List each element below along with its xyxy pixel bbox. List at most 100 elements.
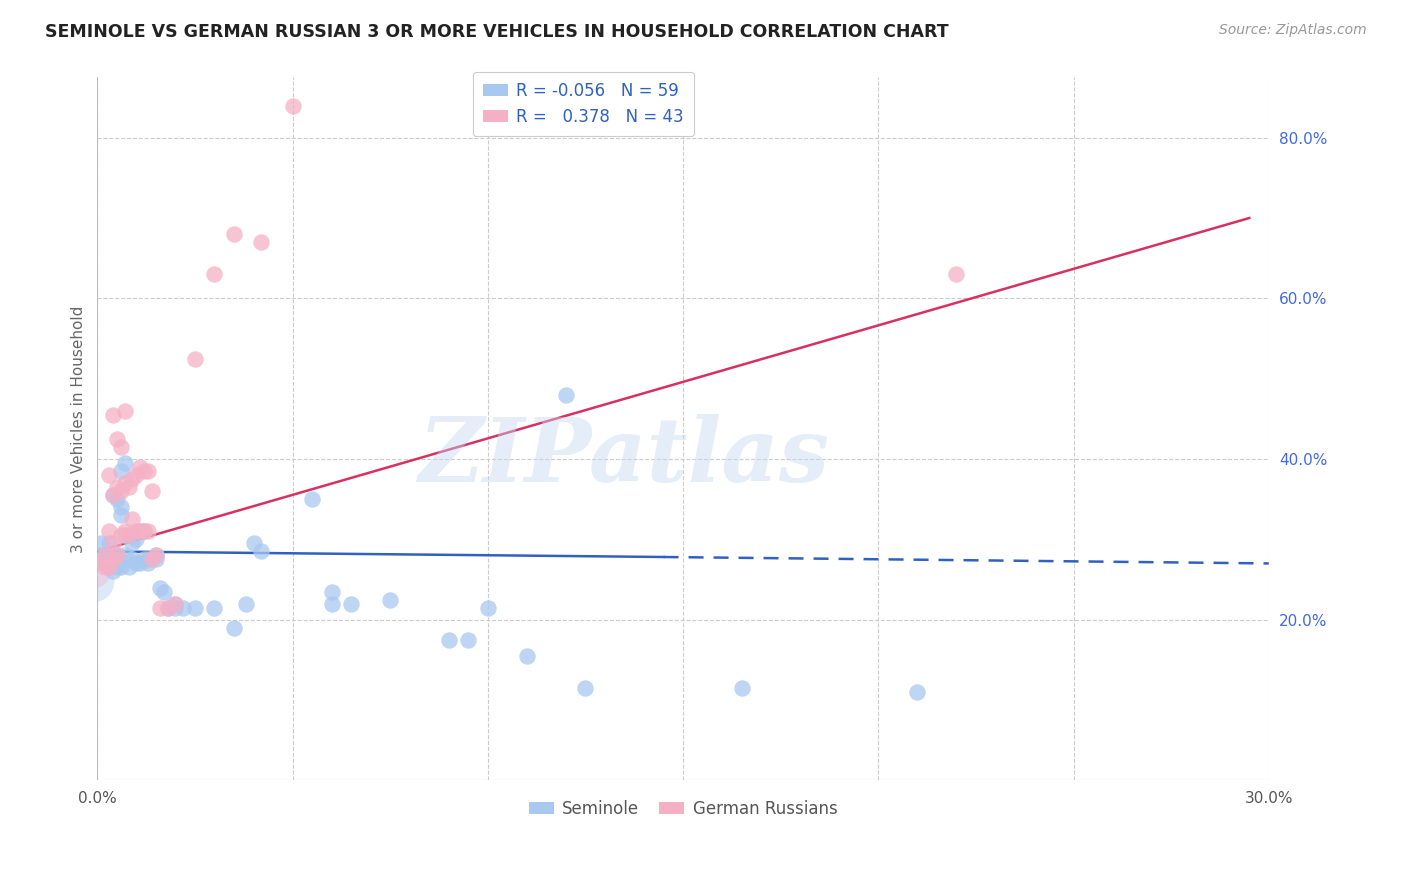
Point	[121, 552, 143, 566]
Text: ZIPatlas: ZIPatlas	[419, 414, 830, 500]
Point	[145, 549, 167, 563]
Point	[574, 681, 596, 695]
Point	[477, 600, 499, 615]
Point	[250, 544, 273, 558]
Point	[105, 549, 128, 563]
Point	[114, 456, 136, 470]
Point	[98, 536, 121, 550]
Point	[321, 597, 343, 611]
Point	[149, 600, 172, 615]
Point	[136, 464, 159, 478]
Point	[156, 600, 179, 615]
Point	[114, 404, 136, 418]
Point	[301, 492, 323, 507]
Point	[94, 560, 117, 574]
Point	[165, 597, 187, 611]
Point	[121, 536, 143, 550]
Point	[105, 492, 128, 507]
Legend: Seminole, German Russians: Seminole, German Russians	[522, 793, 844, 825]
Point	[134, 524, 156, 539]
Point	[105, 560, 128, 574]
Point	[165, 597, 187, 611]
Point	[129, 524, 152, 539]
Point	[204, 600, 226, 615]
Point	[114, 528, 136, 542]
Point	[340, 597, 363, 611]
Y-axis label: 3 or more Vehicles in Household: 3 or more Vehicles in Household	[72, 305, 86, 552]
Point	[380, 592, 402, 607]
Point	[114, 524, 136, 539]
Point	[117, 528, 139, 542]
Point	[129, 557, 152, 571]
Point	[117, 480, 139, 494]
Point	[114, 549, 136, 563]
Point	[90, 536, 112, 550]
Point	[117, 528, 139, 542]
Point	[145, 549, 167, 563]
Point	[98, 560, 121, 574]
Point	[222, 621, 245, 635]
Point	[136, 524, 159, 539]
Point	[235, 597, 257, 611]
Point	[94, 557, 117, 571]
Point	[730, 681, 752, 695]
Point	[134, 552, 156, 566]
Point	[945, 267, 967, 281]
Point	[110, 528, 132, 542]
Point	[125, 468, 148, 483]
Point	[101, 565, 124, 579]
Point	[101, 488, 124, 502]
Point	[110, 440, 132, 454]
Point	[101, 536, 124, 550]
Point	[101, 552, 124, 566]
Point	[156, 600, 179, 615]
Point	[98, 552, 121, 566]
Point	[516, 648, 538, 663]
Point	[152, 584, 174, 599]
Point	[117, 560, 139, 574]
Point	[101, 488, 124, 502]
Point	[129, 524, 152, 539]
Point	[98, 560, 121, 574]
Point	[281, 98, 304, 112]
Point	[165, 600, 187, 615]
Point	[125, 557, 148, 571]
Point	[110, 508, 132, 523]
Point	[321, 584, 343, 599]
Point	[101, 552, 124, 566]
Text: Source: ZipAtlas.com: Source: ZipAtlas.com	[1219, 23, 1367, 37]
Point	[129, 460, 152, 475]
Point	[141, 484, 163, 499]
Point	[136, 557, 159, 571]
Point	[222, 227, 245, 241]
Point	[110, 484, 132, 499]
Point	[105, 549, 128, 563]
Point	[136, 552, 159, 566]
Point	[114, 476, 136, 491]
Point	[98, 524, 121, 539]
Point	[242, 536, 264, 550]
Point	[184, 351, 207, 366]
Point	[125, 533, 148, 547]
Point	[134, 524, 156, 539]
Point	[121, 472, 143, 486]
Point	[110, 560, 132, 574]
Point	[125, 524, 148, 539]
Point	[105, 480, 128, 494]
Text: SEMINOLE VS GERMAN RUSSIAN 3 OR MORE VEHICLES IN HOUSEHOLD CORRELATION CHART: SEMINOLE VS GERMAN RUSSIAN 3 OR MORE VEH…	[45, 23, 949, 41]
Point	[172, 600, 194, 615]
Point	[94, 549, 117, 563]
Point	[121, 512, 143, 526]
Point	[437, 632, 460, 647]
Point	[134, 464, 156, 478]
Point	[90, 557, 112, 571]
Point	[90, 549, 112, 563]
Point	[457, 632, 479, 647]
Point	[149, 581, 172, 595]
Point	[101, 408, 124, 422]
Point	[204, 267, 226, 281]
Point	[555, 388, 578, 402]
Point	[98, 468, 121, 483]
Point	[145, 552, 167, 566]
Point	[184, 600, 207, 615]
